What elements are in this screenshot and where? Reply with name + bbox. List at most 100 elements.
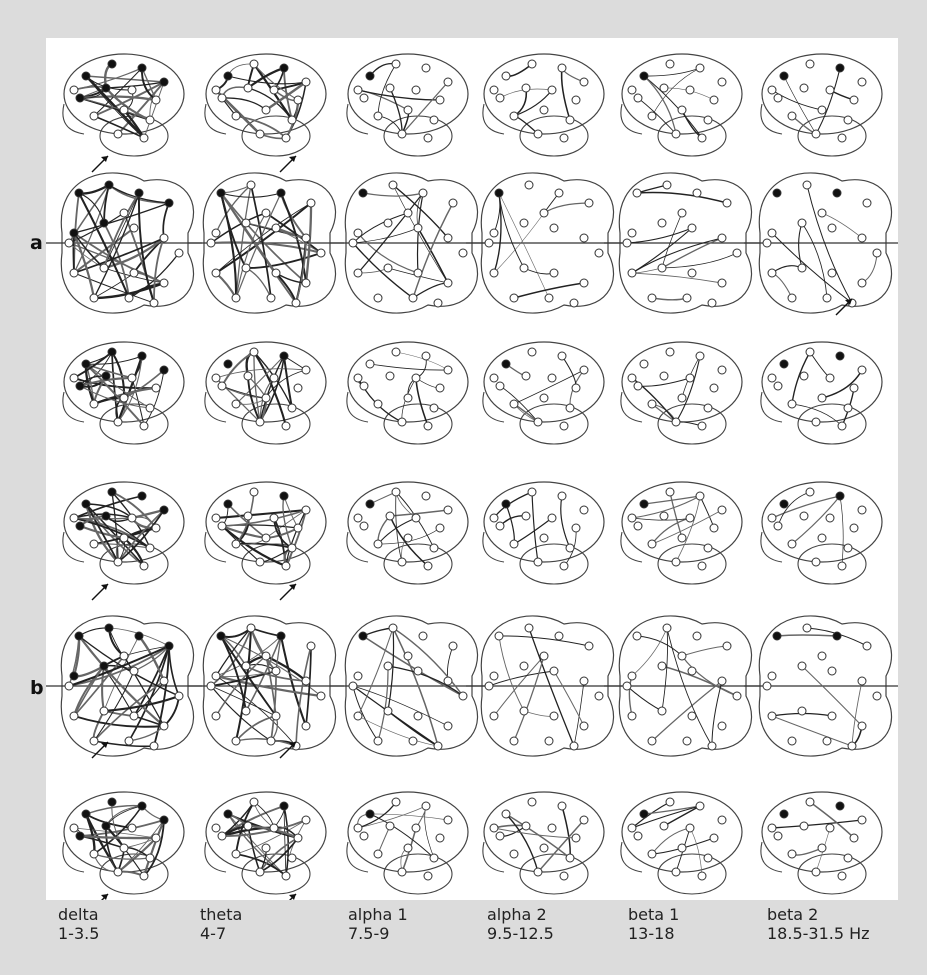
electrode-node <box>353 85 363 95</box>
electrode-node <box>139 421 149 431</box>
electrode-node <box>657 661 667 671</box>
band-delta: delta 1-3.5 <box>58 905 99 943</box>
connection-line <box>253 801 275 829</box>
temporal-lobe-outline <box>519 115 589 157</box>
electrode-node <box>211 373 221 383</box>
brain-top-outline <box>202 172 336 314</box>
electrode-node <box>849 383 859 393</box>
electrode-node <box>862 198 872 208</box>
connection-line <box>84 813 96 855</box>
arrow-head <box>101 742 108 748</box>
connection-line <box>711 680 723 747</box>
electrode-node <box>411 513 421 523</box>
electrode-node <box>64 681 74 691</box>
electrode-node <box>89 539 99 549</box>
connection-line <box>73 715 165 728</box>
connection-line <box>783 75 817 135</box>
temporal-lobe-outline <box>241 543 311 585</box>
electrode-node <box>549 711 559 721</box>
connection-line <box>412 282 449 299</box>
electrode-node <box>119 393 129 403</box>
electrode-node <box>709 383 719 393</box>
brain-map <box>346 53 469 157</box>
electrode-node <box>99 263 109 273</box>
electrode-node <box>127 373 137 383</box>
connection-line <box>245 252 322 269</box>
electrode-node <box>433 741 443 751</box>
electrode-node <box>159 815 169 825</box>
brain-map <box>346 791 469 895</box>
connection-line <box>626 227 693 244</box>
electrode-node <box>385 83 395 93</box>
brain-map <box>482 481 605 585</box>
electrode-node <box>458 691 468 701</box>
electrode-node <box>849 523 859 533</box>
electrode-node <box>799 83 809 93</box>
frontal-contour <box>482 531 505 563</box>
electrode-node <box>557 351 567 361</box>
electrode-node <box>423 561 433 571</box>
electrode-node <box>762 238 772 248</box>
electrode-node <box>385 371 395 381</box>
electrode-node <box>767 711 777 721</box>
connection-line <box>771 232 853 304</box>
electrode-node <box>717 233 727 243</box>
electrode-node <box>301 278 311 288</box>
electrode-node <box>397 129 407 139</box>
electrode-node <box>665 487 675 497</box>
connection-line <box>215 272 237 299</box>
electrode-node <box>74 188 84 198</box>
electrode-node <box>665 347 675 357</box>
connection-line <box>424 805 435 859</box>
connection-line <box>283 805 287 877</box>
electrode-node <box>69 671 79 681</box>
electrode-node <box>89 399 99 409</box>
electrode-node <box>211 268 221 278</box>
electrode-node <box>231 111 241 121</box>
electrode-node <box>779 359 789 369</box>
electrode-node <box>127 823 137 833</box>
frontal-contour <box>760 841 783 873</box>
electrode-node <box>633 93 643 103</box>
electrode-node <box>539 533 549 543</box>
electrode-node <box>857 721 867 731</box>
brain-map <box>346 341 469 445</box>
electrode-node <box>827 223 837 233</box>
electrode-node <box>521 83 531 93</box>
electrode-node <box>547 513 557 523</box>
electrode-node <box>862 641 872 651</box>
electrode-node <box>547 85 557 95</box>
electrode-node <box>682 736 692 746</box>
electrode-node <box>797 661 807 671</box>
temporal-lobe-outline <box>797 853 867 895</box>
electrode-node <box>75 93 85 103</box>
electrode-node <box>287 543 297 553</box>
electrode-node <box>217 93 227 103</box>
temporal-lobe-outline <box>519 853 589 895</box>
electrode-node <box>799 821 809 831</box>
electrode-node <box>622 681 632 691</box>
electrode-node <box>685 823 695 833</box>
connection-line <box>352 685 379 742</box>
brain-outline <box>621 53 743 135</box>
electrode-node <box>151 833 161 843</box>
band-name: delta <box>58 905 99 924</box>
electrode-node <box>685 85 695 95</box>
connection-line <box>253 351 287 427</box>
band-name: theta <box>200 905 243 924</box>
connection-line <box>73 202 170 234</box>
electrode-node <box>266 736 276 746</box>
electrode-node <box>707 298 717 308</box>
electrode-node <box>301 815 311 825</box>
electrode-node <box>64 238 74 248</box>
connection-line <box>369 363 449 371</box>
frontal-contour <box>482 391 505 423</box>
electrode-node <box>677 533 687 543</box>
brain-map <box>620 341 743 445</box>
electrode-node <box>817 533 827 543</box>
electrode-node <box>797 263 807 273</box>
electrode-node <box>827 666 837 676</box>
electrode-node <box>261 105 271 115</box>
electrode-node <box>281 561 291 571</box>
group-label-b: b <box>30 677 44 699</box>
